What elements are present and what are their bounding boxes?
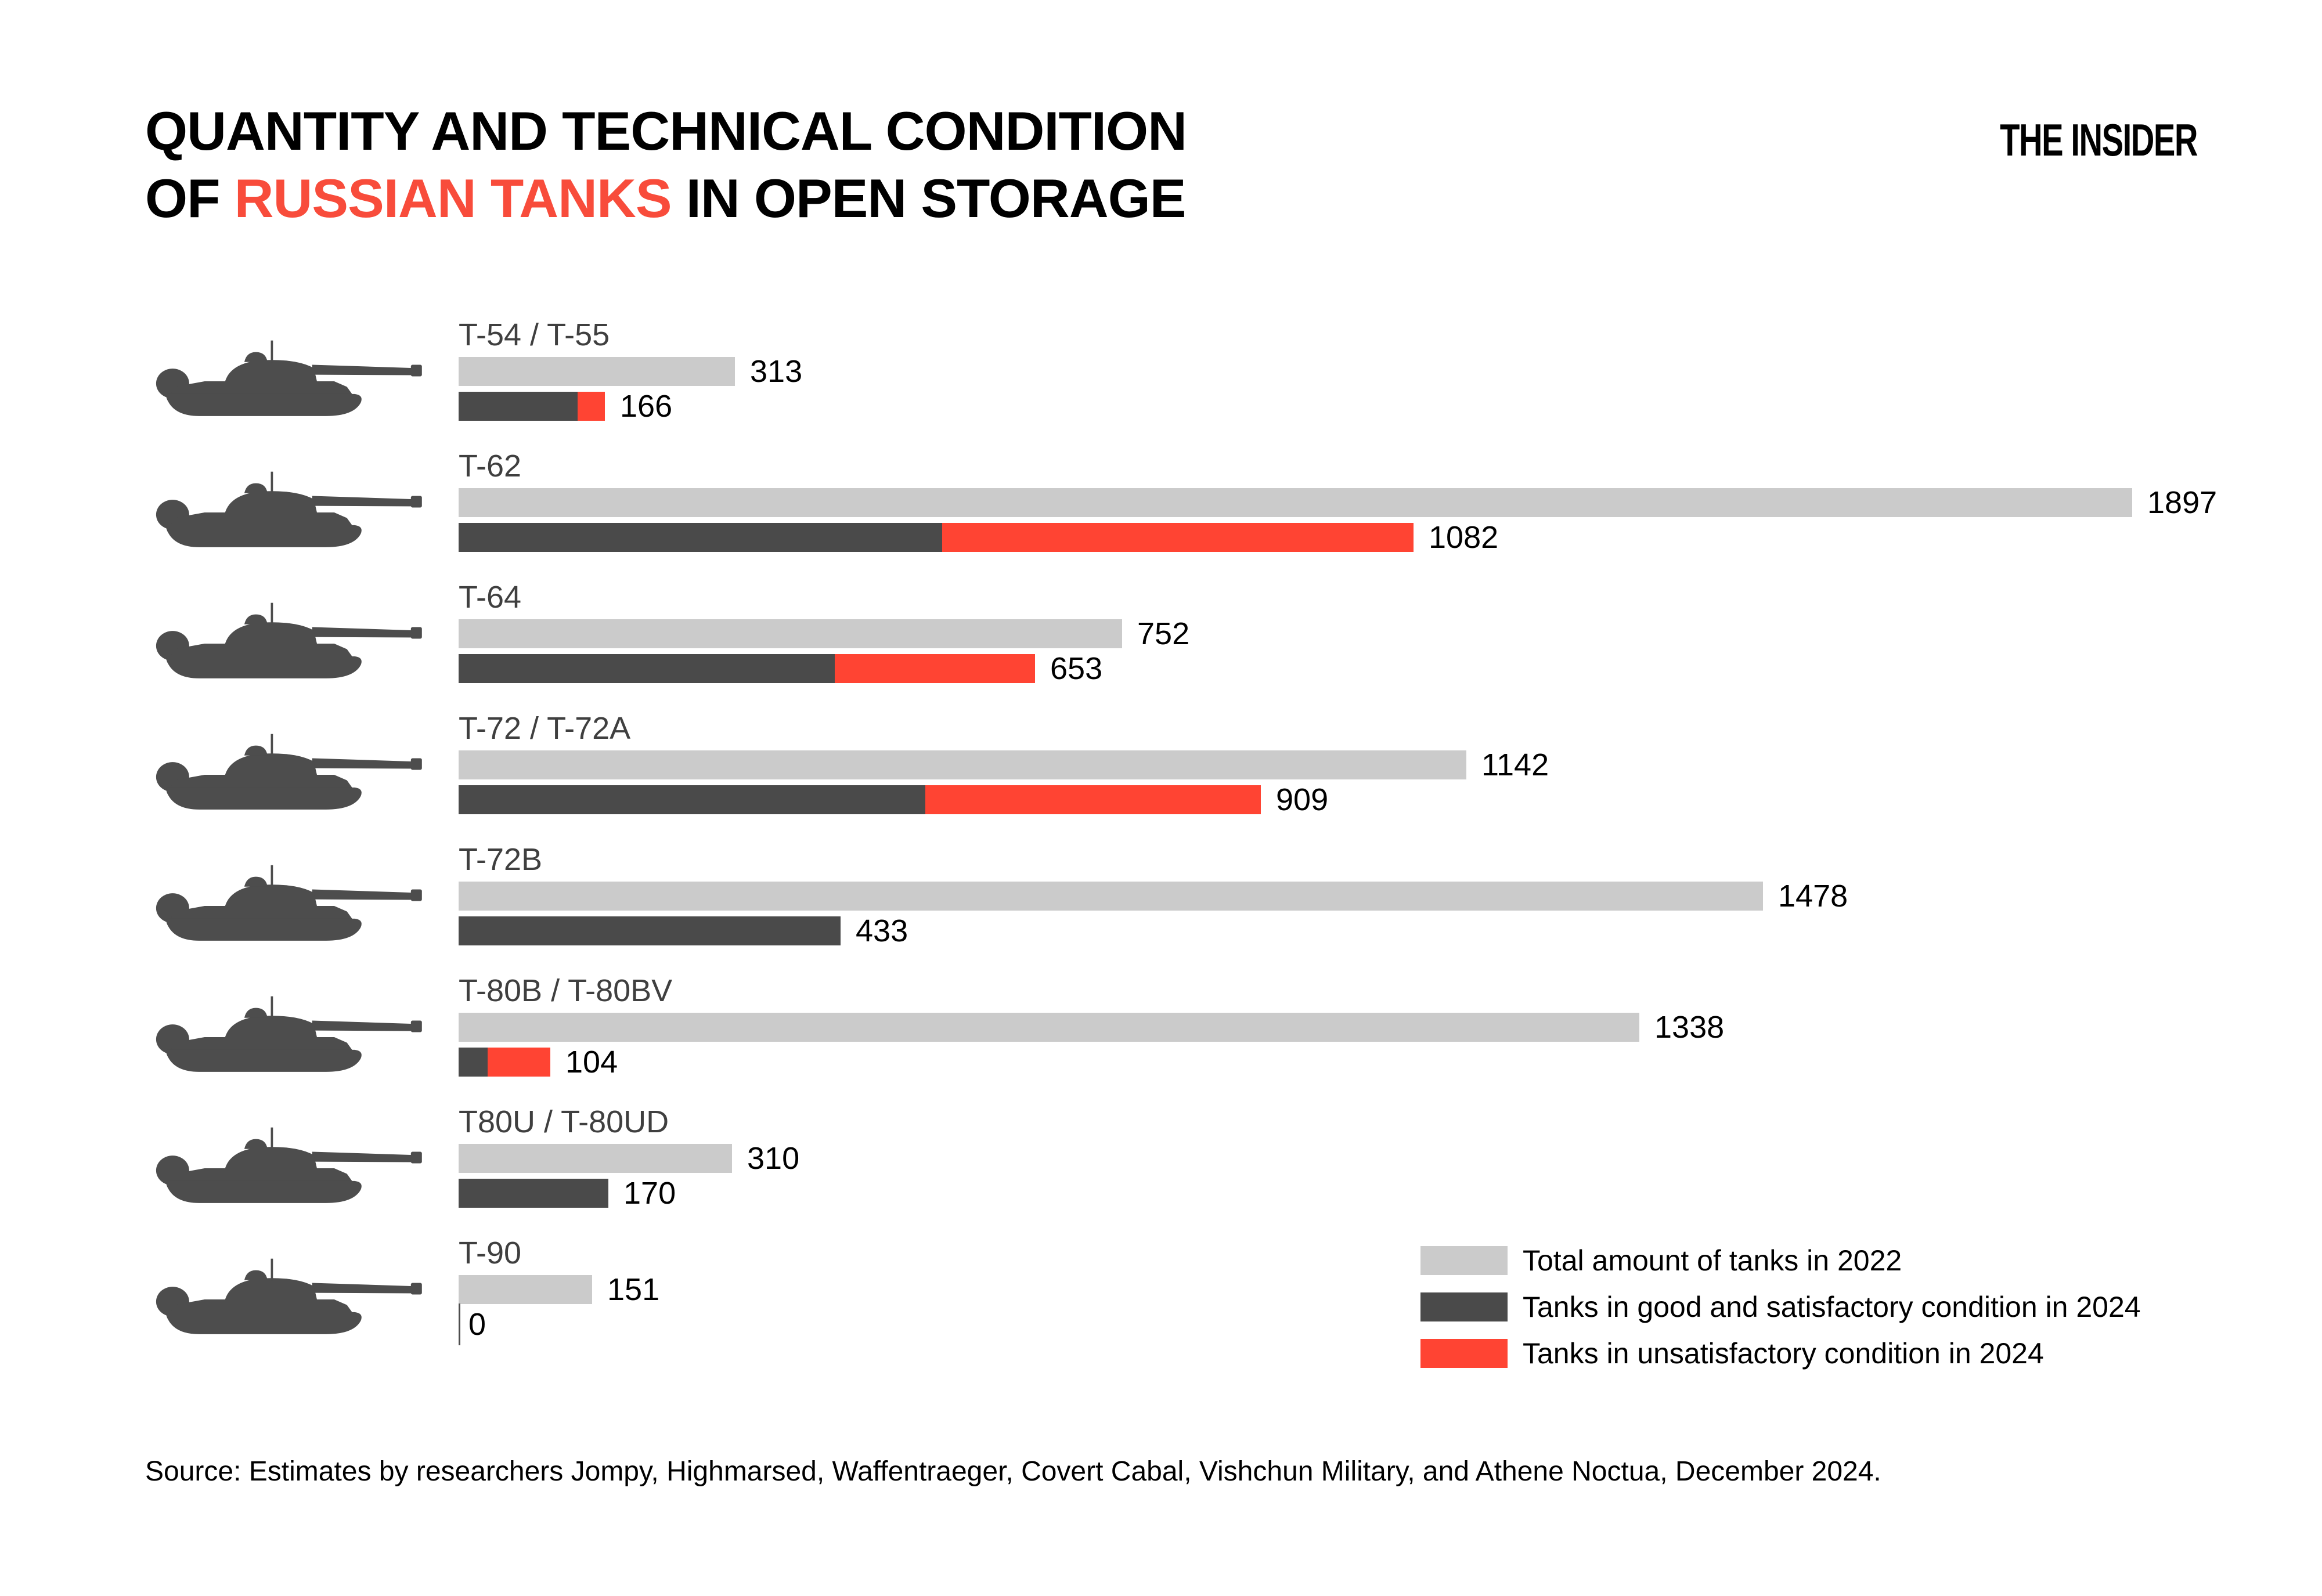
good-bar-segment	[459, 916, 841, 945]
tank-silhouette-icon	[142, 731, 432, 819]
unsat-bar-segment	[488, 1048, 550, 1077]
condition-bar-line: 0	[459, 1303, 486, 1345]
good-bar-segment	[459, 785, 925, 814]
condition-value: 170	[623, 1176, 676, 1211]
tank-row: T80U / T-80UD 310 170	[139, 1104, 2322, 1239]
source-note: Source: Estimates by researchers Jompy, …	[145, 1456, 1881, 1487]
tank-model-label: T80U / T-80UD	[459, 1104, 669, 1139]
condition-value: 166	[620, 389, 673, 424]
total-bar-line: 752	[459, 616, 1190, 651]
legend-swatch-unsat-icon	[1420, 1339, 1508, 1368]
condition-value: 1082	[1429, 520, 1499, 555]
tank-row: T-72 / T-72A 1142 909	[139, 711, 2322, 846]
tank-row: T-72B 1478 433	[139, 842, 2322, 977]
total-bar	[459, 882, 1763, 911]
total-bar	[459, 1144, 732, 1173]
unsat-bar-segment	[942, 523, 1414, 552]
total-bar	[459, 488, 2132, 517]
total-value: 1478	[1778, 879, 1848, 913]
total-value: 310	[747, 1141, 800, 1176]
tank-model-label: T-80B / T-80BV	[459, 973, 673, 1008]
good-bar-segment	[459, 1048, 488, 1077]
total-bar-line: 313	[459, 354, 803, 389]
tank-silhouette-icon	[142, 337, 432, 425]
total-bar-line: 1142	[459, 748, 1549, 782]
total-value: 1897	[2147, 485, 2218, 520]
unsat-bar-segment	[925, 785, 1261, 814]
legend-swatch-good-icon	[1420, 1292, 1508, 1321]
title-line-2: OF RUSSIAN TANKS IN OPEN STORAGE	[145, 165, 1187, 232]
good-bar-segment	[459, 523, 942, 552]
good-bar-segment	[459, 654, 835, 683]
condition-bar-line: 909	[459, 782, 1329, 817]
bar-chart: T-54 / T-55 313 166	[139, 317, 2322, 1370]
unsat-bar-segment	[835, 654, 1035, 683]
condition-bar-line: 433	[459, 913, 908, 948]
tank-model-label: T-64	[459, 580, 522, 615]
title-line2-suffix: IN OPEN STORAGE	[671, 168, 1187, 229]
total-value: 1142	[1481, 748, 1549, 782]
condition-bar-line: 653	[459, 651, 1103, 686]
condition-value: 653	[1050, 651, 1103, 686]
total-bar	[459, 1013, 1639, 1042]
good-bar-segment	[459, 1179, 608, 1208]
total-bar	[459, 619, 1122, 648]
condition-value: 104	[565, 1045, 618, 1079]
total-bar-line: 1897	[459, 485, 2218, 520]
tank-row: T-90 151 0	[139, 1236, 2322, 1370]
legend-swatch-total-icon	[1420, 1246, 1508, 1275]
legend: Total amount of tanks in 2022 Tanks in g…	[1420, 1244, 2141, 1385]
good-bar-segment	[459, 392, 578, 421]
condition-value: 433	[856, 913, 908, 948]
total-bar-line: 1478	[459, 879, 1848, 913]
total-bar-line: 310	[459, 1141, 800, 1176]
total-bar-line: 1338	[459, 1010, 1725, 1045]
tank-silhouette-icon	[142, 862, 432, 950]
total-bar	[459, 1275, 592, 1304]
zero-tick	[459, 1303, 460, 1345]
total-value: 313	[750, 354, 803, 389]
tank-model-label: T-72 / T-72A	[459, 711, 631, 746]
total-value: 151	[607, 1272, 660, 1307]
tank-model-label: T-72B	[459, 842, 543, 877]
tank-model-label: T-62	[459, 449, 522, 483]
tank-silhouette-icon	[142, 468, 432, 557]
title-line2-highlight: RUSSIAN TANKS	[234, 168, 672, 229]
title-line2-prefix: OF	[145, 168, 235, 229]
tank-row: T-64 752 653	[139, 580, 2322, 714]
tank-row: T-62 1897 1082	[139, 449, 2322, 583]
tank-silhouette-icon	[142, 1255, 432, 1344]
total-bar	[459, 357, 735, 386]
legend-item-good: Tanks in good and satisfactory condition…	[1420, 1291, 2141, 1323]
condition-bar-line: 104	[459, 1045, 618, 1079]
condition-bar-line: 1082	[459, 520, 1499, 555]
condition-value: 0	[468, 1307, 486, 1342]
brand-logo: THE INSIDER	[2000, 114, 2198, 165]
tank-model-label: T-54 / T-55	[459, 317, 610, 352]
total-bar	[459, 750, 1466, 779]
condition-bar-line: 170	[459, 1176, 676, 1211]
condition-value: 909	[1276, 782, 1329, 817]
unsat-bar-segment	[578, 392, 605, 421]
tank-silhouette-icon	[142, 600, 432, 688]
tank-model-label: T-90	[459, 1236, 522, 1270]
legend-item-total: Total amount of tanks in 2022	[1420, 1244, 2141, 1277]
tank-row: T-54 / T-55 313 166	[139, 317, 2322, 452]
title-line-1: QUANTITY AND TECHNICAL CONDITION	[145, 100, 1187, 161]
tank-silhouette-icon	[142, 1124, 432, 1212]
total-value: 752	[1137, 616, 1190, 651]
total-value: 1338	[1654, 1010, 1725, 1045]
legend-item-unsat: Tanks in unsatisfactory condition in 202…	[1420, 1337, 2141, 1370]
legend-label-good: Tanks in good and satisfactory condition…	[1523, 1291, 2141, 1323]
tank-silhouette-icon	[142, 993, 432, 1081]
total-bar-line: 151	[459, 1272, 660, 1307]
page-title: QUANTITY AND TECHNICAL CONDITION OF RUSS…	[145, 98, 1187, 232]
legend-label-total: Total amount of tanks in 2022	[1523, 1244, 1902, 1277]
tank-row: T-80B / T-80BV 1338 104	[139, 973, 2322, 1108]
condition-bar-line: 166	[459, 389, 673, 424]
legend-label-unsat: Tanks in unsatisfactory condition in 202…	[1523, 1337, 2044, 1370]
